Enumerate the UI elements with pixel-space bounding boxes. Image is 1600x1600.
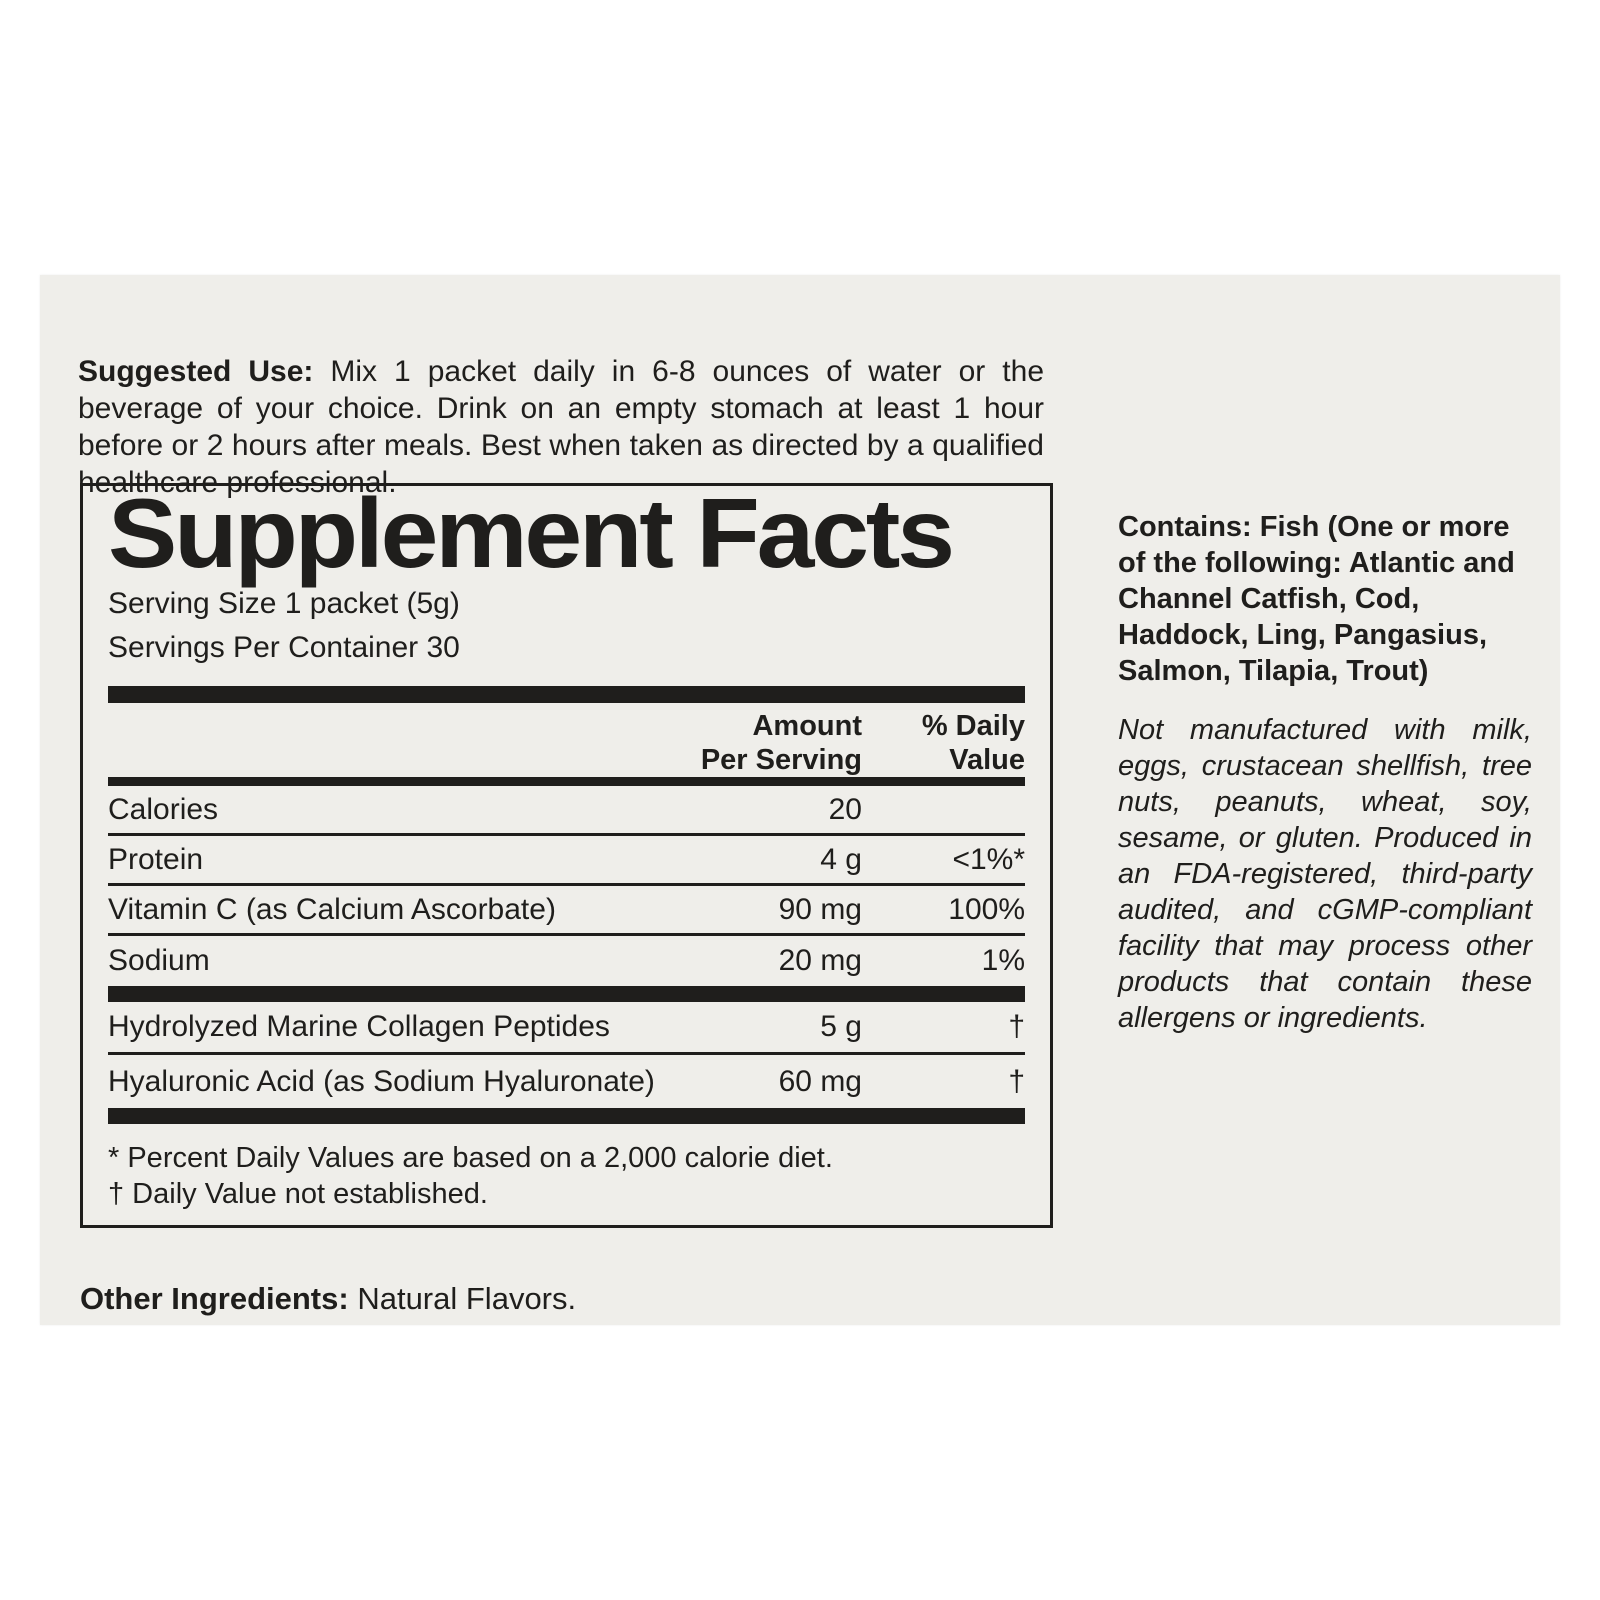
contains-allergen-statement: Contains: Fish (One or more of the follo… [1118, 511, 1515, 687]
row-dv: † [1008, 1010, 1025, 1043]
header-daily-value: % Daily Value [862, 709, 1025, 777]
row-dv: † [1008, 1064, 1025, 1098]
other-ingredients-line: Other Ingredients: Natural Flavors. [80, 1281, 576, 1317]
suggested-use-text: Mix 1 packet daily in 6-8 ounces of wate… [78, 355, 1045, 499]
suggested-use-heading: Suggested Use: [78, 355, 314, 388]
row-name: Calories [108, 792, 219, 826]
other-ingredients-text: Natural Flavors. [357, 1281, 577, 1316]
footnote-daily-value-not-established: † Daily Value not established. [108, 1178, 488, 1210]
footnote-percent-daily-value: * Percent Daily Values are based on a 2,… [108, 1142, 833, 1174]
supplement-label: Suggested Use: Mix 1 packet daily in 6-8… [40, 275, 1560, 1325]
serving-size: Serving Size 1 packet (5g) [108, 587, 460, 620]
divider-bar-bottom [108, 1108, 1025, 1124]
table-header-row: Amount Per Serving % Daily Value [108, 703, 1025, 777]
row-name: Hydrolyzed Marine Collagen Peptides [108, 1010, 610, 1043]
suggested-use-paragraph: Suggested Use: Mix 1 packet daily in 6-8… [78, 353, 1044, 501]
table-row-collagen: Hydrolyzed Marine Collagen Peptides 5 g … [108, 1002, 1025, 1055]
divider-bar-top [108, 686, 1025, 703]
table-row-sodium: Sodium 20 mg 1% [108, 936, 1025, 986]
row-amount: 5 g [820, 1010, 862, 1043]
table-row-calories: Calories 20 [108, 786, 1025, 836]
row-name: Vitamin C (as Calcium Ascorbate) [108, 892, 556, 926]
row-amount: 60 mg [778, 1064, 862, 1098]
row-dv: 1% [981, 944, 1025, 977]
row-name: Protein [108, 842, 204, 876]
row-dv: 100% [948, 892, 1025, 926]
row-amount: 20 mg [778, 944, 862, 977]
row-amount: 20 [828, 792, 862, 826]
table-row-protein: Protein 4 g <1%* [108, 836, 1025, 886]
row-amount: 4 g [820, 842, 862, 876]
footnotes: * Percent Daily Values are based on a 2,… [108, 1140, 1025, 1212]
header-dv-line1: % Daily [921, 710, 1025, 742]
row-name: Hyaluronic Acid (as Sodium Hyaluronate) [108, 1064, 655, 1098]
header-amount-per-serving: Amount Per Serving [692, 709, 862, 777]
header-amount-line1: Amount [752, 710, 862, 742]
divider-bar-middle [108, 986, 1025, 1002]
table-row-vitamin-c: Vitamin C (as Calcium Ascorbate) 90 mg 1… [108, 886, 1025, 936]
row-dv: <1%* [952, 842, 1025, 876]
divider-bar-header [108, 777, 1025, 786]
supplement-facts-title: Supplement Facts [108, 478, 955, 588]
supplement-facts-panel: Supplement Facts Serving Size 1 packet (… [80, 483, 1053, 1228]
header-dv-line2: Value [949, 744, 1025, 776]
other-ingredients-heading: Other Ingredients: [80, 1281, 349, 1316]
row-name: Sodium [108, 944, 210, 977]
servings-per-container: Servings Per Container 30 [108, 631, 460, 664]
row-amount: 90 mg [778, 892, 862, 926]
table-row-hyaluronic-acid: Hyaluronic Acid (as Sodium Hyaluronate) … [108, 1055, 1025, 1108]
manufacturing-allergen-note: Not manufactured with milk, eggs, crusta… [1118, 714, 1532, 1034]
header-amount-line2: Per Serving [700, 744, 862, 776]
